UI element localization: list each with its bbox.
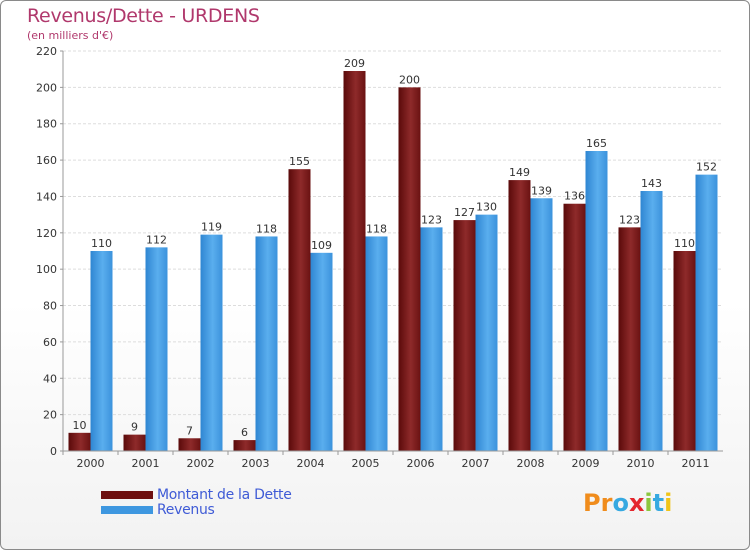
bar-debt [563,203,586,451]
data-label-revenue: 110 [91,237,112,250]
data-label-revenue: 123 [421,213,442,226]
x-tick-label: 2005 [352,457,380,470]
bar-revenue [365,236,388,451]
data-label-revenue: 143 [641,177,662,190]
bar-revenue [475,214,498,451]
bar-debt [288,169,311,451]
bar-revenue [200,234,223,451]
logo-letter: P [583,489,601,517]
bar-debt [233,440,256,451]
data-label-revenue: 118 [256,222,277,235]
bar-revenue [530,198,553,451]
logo-letter: i [664,489,673,517]
data-label-debt: 149 [509,166,530,179]
y-tick-label: 160 [36,154,57,167]
bar-debt [178,438,201,451]
bar-revenue [585,151,608,451]
data-label-debt: 123 [619,213,640,226]
y-tick-label: 140 [36,190,57,203]
legend-label-revenue: Revenus [157,502,215,518]
bar-layer [68,71,718,452]
data-label-revenue: 130 [476,201,497,214]
bar-revenue [255,236,278,451]
bar-revenue [145,247,168,451]
bar-revenue [420,227,443,451]
data-label-revenue: 139 [531,184,552,197]
x-tick-label: 2008 [517,457,545,470]
bar-debt [123,434,146,451]
data-label-debt: 7 [186,424,193,437]
y-tick-label: 220 [36,45,57,58]
data-label-revenue: 119 [201,221,222,234]
bar-debt [508,180,531,451]
data-label-revenue: 109 [311,239,332,252]
data-label-debt: 6 [241,426,248,439]
data-label-debt: 209 [344,57,365,70]
bar-revenue [90,251,113,451]
chart-subtitle: (en milliers d'€) [27,29,114,42]
y-tick-label: 60 [43,336,57,349]
data-label-debt: 110 [674,237,695,250]
bar-debt [673,251,696,451]
chart-title: Revenus/Dette - URDENS [27,5,260,27]
data-label-debt: 10 [73,419,87,432]
logo-letter: r [600,489,613,517]
y-tick-label: 0 [50,445,57,458]
bar-revenue [310,252,333,451]
bar-revenue [640,191,663,451]
data-label-revenue: 118 [366,222,387,235]
y-tick-label: 180 [36,118,57,131]
legend-item-debt: Montant de la Dette [101,487,292,503]
logo-letter: o [612,489,629,517]
y-tick-label: 20 [43,409,57,422]
bar-debt [618,227,641,451]
data-label-debt: 127 [454,206,475,219]
x-tick-label: 2002 [187,457,215,470]
data-label-debt: 200 [399,73,420,86]
x-tick-label: 2009 [572,457,600,470]
bar-debt [343,71,366,451]
data-label-debt: 155 [289,155,310,168]
bar-debt [68,432,91,451]
legend-swatch-revenue [101,506,153,514]
x-tick-label: 2004 [297,457,325,470]
data-label-revenue: 165 [586,137,607,150]
x-tick-label: 2007 [462,457,490,470]
x-tick-label: 2010 [627,457,655,470]
axis-layer: 0 20 40 60 80 100 120 140 160 180 200 220 2000 2001 20… [36,45,723,470]
y-tick-label: 80 [43,300,57,313]
legend-item-revenue: Revenus [101,502,215,518]
logo-letter: i [644,489,653,517]
y-tick-label: 100 [36,263,57,276]
x-tick-label: 2003 [242,457,270,470]
x-tick-label: 2011 [682,457,710,470]
x-tick-label: 2006 [407,457,435,470]
bar-debt [453,220,476,451]
x-tick-label: 2001 [132,457,160,470]
logo-letter: x [628,489,645,517]
y-tick-label: 200 [36,81,57,94]
legend-label-debt: Montant de la Dette [157,487,292,503]
y-tick-label: 40 [43,372,57,385]
legend-swatch-debt [101,491,153,499]
logo-letter: t [652,489,665,517]
data-label-revenue: 152 [696,161,717,174]
grid-layer [63,50,723,452]
proxiti-logo: Proxiti [583,489,672,517]
bar-revenue [695,174,718,452]
data-label-debt: 9 [131,421,138,434]
bar-debt [398,87,421,451]
data-label-revenue: 112 [146,233,167,246]
data-label-debt: 136 [564,190,585,203]
y-tick-label: 120 [36,227,57,240]
x-tick-label: 2000 [77,457,105,470]
